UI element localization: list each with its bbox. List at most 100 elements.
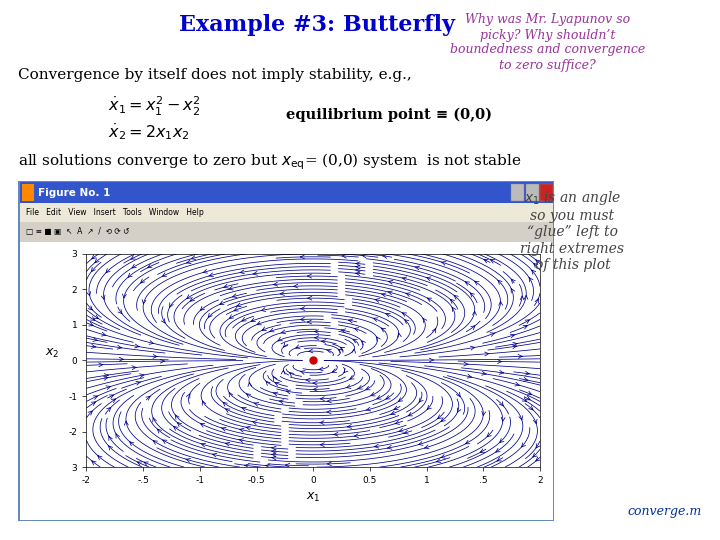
FancyArrowPatch shape xyxy=(320,397,325,401)
FancyArrowPatch shape xyxy=(515,382,520,386)
FancyArrowPatch shape xyxy=(387,446,392,449)
FancyArrowPatch shape xyxy=(375,299,379,302)
FancyArrowPatch shape xyxy=(234,307,238,311)
FancyArrowPatch shape xyxy=(158,429,161,433)
FancyArrowPatch shape xyxy=(278,338,282,341)
FancyArrowPatch shape xyxy=(525,372,530,375)
FancyArrowPatch shape xyxy=(132,366,136,370)
FancyArrowPatch shape xyxy=(307,296,312,300)
FancyArrowPatch shape xyxy=(190,298,194,301)
Bar xyxy=(18,181,554,203)
FancyArrowPatch shape xyxy=(452,307,456,312)
FancyArrowPatch shape xyxy=(286,390,291,394)
FancyArrowPatch shape xyxy=(320,421,324,424)
FancyArrowPatch shape xyxy=(248,382,252,387)
FancyArrowPatch shape xyxy=(490,333,495,336)
FancyArrowPatch shape xyxy=(354,434,359,437)
FancyArrowPatch shape xyxy=(346,384,351,388)
FancyArrowPatch shape xyxy=(533,453,537,457)
FancyArrowPatch shape xyxy=(327,399,331,403)
FancyArrowPatch shape xyxy=(528,406,533,410)
FancyArrowPatch shape xyxy=(300,255,305,259)
FancyArrowPatch shape xyxy=(356,265,360,269)
FancyArrowPatch shape xyxy=(273,392,278,396)
FancyArrowPatch shape xyxy=(122,294,126,298)
FancyArrowPatch shape xyxy=(426,277,431,281)
FancyArrowPatch shape xyxy=(398,397,402,401)
FancyArrowPatch shape xyxy=(232,294,237,298)
FancyArrowPatch shape xyxy=(91,402,96,406)
FancyArrowPatch shape xyxy=(125,421,128,425)
FancyArrowPatch shape xyxy=(118,309,122,314)
FancyArrowPatch shape xyxy=(140,374,144,377)
FancyArrowPatch shape xyxy=(275,382,279,386)
FancyArrowPatch shape xyxy=(334,433,338,436)
FancyArrowPatch shape xyxy=(106,268,110,273)
Text: $\dot{x}_1 = x_1^2 - x_2^2$: $\dot{x}_1 = x_1^2 - x_2^2$ xyxy=(108,94,201,118)
FancyArrowPatch shape xyxy=(474,281,479,285)
FancyArrowPatch shape xyxy=(313,388,318,392)
FancyArrowPatch shape xyxy=(399,428,403,432)
FancyArrowPatch shape xyxy=(382,293,386,297)
FancyArrowPatch shape xyxy=(397,333,401,338)
FancyArrowPatch shape xyxy=(266,464,270,468)
Text: Why was Mr. Lyapunov so
picky? Why shouldn’t
boundedness and convergence
to zero: Why was Mr. Lyapunov so picky? Why shoul… xyxy=(449,14,645,71)
FancyArrowPatch shape xyxy=(228,286,233,290)
FancyArrowPatch shape xyxy=(536,457,540,461)
FancyArrowPatch shape xyxy=(520,296,524,300)
FancyArrowPatch shape xyxy=(366,386,370,390)
FancyArrowPatch shape xyxy=(191,256,196,260)
FancyArrowPatch shape xyxy=(186,394,190,399)
Text: all solutions converge to zero but $x_{\rm eq}$= (0,0) system  is not stable: all solutions converge to zero but $x_{\… xyxy=(18,151,522,172)
FancyArrowPatch shape xyxy=(282,370,285,374)
FancyArrowPatch shape xyxy=(174,427,178,430)
FancyArrowPatch shape xyxy=(390,411,395,415)
FancyArrowPatch shape xyxy=(423,318,427,322)
FancyArrowPatch shape xyxy=(522,397,526,401)
FancyArrowPatch shape xyxy=(387,291,392,295)
FancyArrowPatch shape xyxy=(175,415,179,420)
FancyArrowPatch shape xyxy=(261,308,266,312)
FancyArrowPatch shape xyxy=(338,349,343,353)
FancyArrowPatch shape xyxy=(415,266,420,270)
FancyArrowPatch shape xyxy=(523,377,528,381)
FancyArrowPatch shape xyxy=(497,457,501,461)
Bar xyxy=(553,181,554,521)
FancyArrowPatch shape xyxy=(128,273,132,277)
FancyArrowPatch shape xyxy=(177,423,181,427)
FancyArrowPatch shape xyxy=(95,259,99,262)
FancyArrowPatch shape xyxy=(529,278,533,282)
FancyArrowPatch shape xyxy=(239,438,243,442)
FancyArrowPatch shape xyxy=(484,259,488,263)
FancyArrowPatch shape xyxy=(104,374,109,377)
FancyArrowPatch shape xyxy=(308,349,313,353)
FancyArrowPatch shape xyxy=(307,274,312,278)
FancyArrowPatch shape xyxy=(161,319,165,323)
FancyArrowPatch shape xyxy=(348,319,353,323)
FancyArrowPatch shape xyxy=(102,295,105,299)
FancyArrowPatch shape xyxy=(201,443,206,447)
FancyArrowPatch shape xyxy=(89,322,93,326)
FancyArrowPatch shape xyxy=(499,301,503,306)
FancyArrowPatch shape xyxy=(200,306,204,310)
FancyArrowPatch shape xyxy=(510,334,515,338)
FancyArrowPatch shape xyxy=(136,381,140,385)
FancyArrowPatch shape xyxy=(487,433,491,437)
FancyArrowPatch shape xyxy=(301,307,305,310)
FancyArrowPatch shape xyxy=(212,453,217,457)
FancyArrowPatch shape xyxy=(225,442,230,446)
FancyArrowPatch shape xyxy=(107,408,111,411)
FancyArrowPatch shape xyxy=(271,449,276,454)
FancyArrowPatch shape xyxy=(131,255,135,259)
FancyArrowPatch shape xyxy=(472,311,477,315)
FancyArrowPatch shape xyxy=(88,411,92,415)
FancyArrowPatch shape xyxy=(373,318,378,321)
FancyArrowPatch shape xyxy=(353,339,357,343)
FancyArrowPatch shape xyxy=(534,419,537,423)
FancyArrowPatch shape xyxy=(99,363,103,367)
FancyArrowPatch shape xyxy=(92,461,96,465)
FancyArrowPatch shape xyxy=(271,453,276,457)
FancyArrowPatch shape xyxy=(209,273,214,276)
FancyArrowPatch shape xyxy=(350,375,354,379)
FancyArrowPatch shape xyxy=(153,354,157,359)
